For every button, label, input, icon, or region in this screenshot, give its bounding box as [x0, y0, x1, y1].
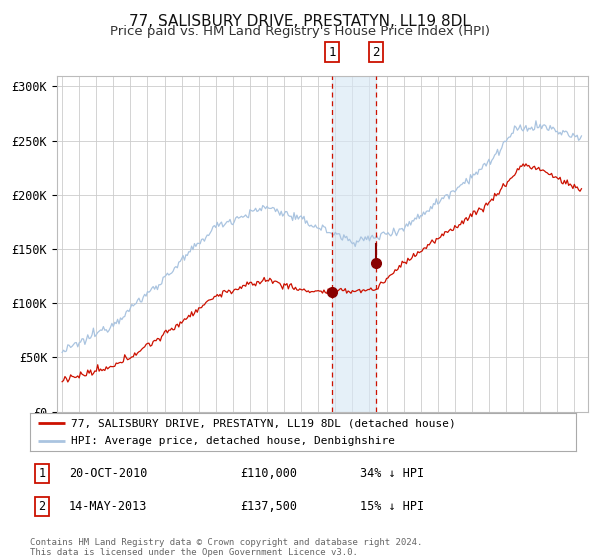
- Text: Price paid vs. HM Land Registry's House Price Index (HPI): Price paid vs. HM Land Registry's House …: [110, 25, 490, 38]
- Text: 15% ↓ HPI: 15% ↓ HPI: [360, 500, 424, 514]
- Text: HPI: Average price, detached house, Denbighshire: HPI: Average price, detached house, Denb…: [71, 436, 395, 446]
- Text: 34% ↓ HPI: 34% ↓ HPI: [360, 466, 424, 480]
- Text: Contains HM Land Registry data © Crown copyright and database right 2024.
This d: Contains HM Land Registry data © Crown c…: [30, 538, 422, 557]
- Text: 20-OCT-2010: 20-OCT-2010: [69, 466, 148, 480]
- Text: 77, SALISBURY DRIVE, PRESTATYN, LL19 8DL (detached house): 77, SALISBURY DRIVE, PRESTATYN, LL19 8DL…: [71, 418, 456, 428]
- Text: 14-MAY-2013: 14-MAY-2013: [69, 500, 148, 514]
- Text: £110,000: £110,000: [240, 466, 297, 480]
- Text: 1: 1: [38, 466, 46, 480]
- Bar: [332, 76, 376, 412]
- Text: 1: 1: [328, 45, 335, 59]
- Text: 2: 2: [372, 45, 380, 59]
- Text: 2: 2: [38, 500, 46, 514]
- Text: 77, SALISBURY DRIVE, PRESTATYN, LL19 8DL: 77, SALISBURY DRIVE, PRESTATYN, LL19 8DL: [129, 14, 471, 29]
- Text: £137,500: £137,500: [240, 500, 297, 514]
